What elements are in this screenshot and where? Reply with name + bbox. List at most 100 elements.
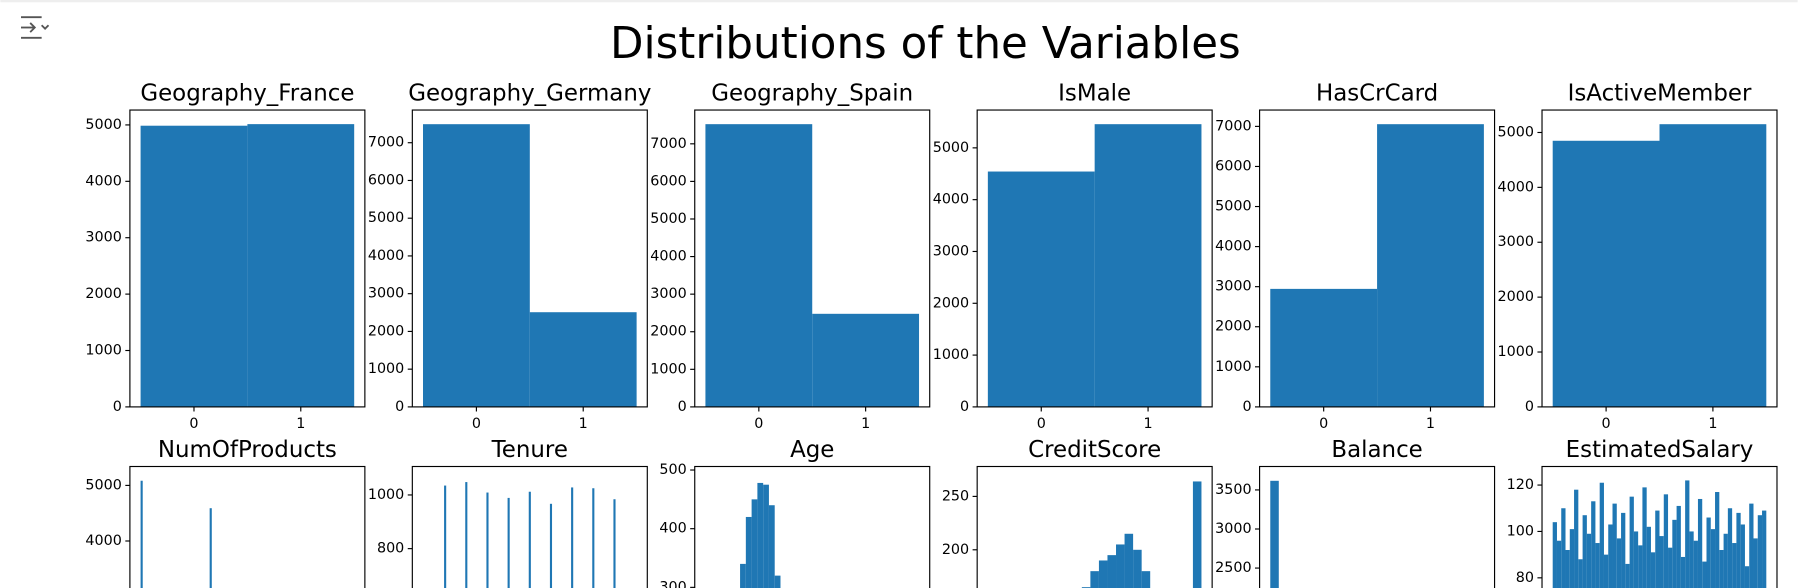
y-tick-label: 1000 <box>650 361 686 377</box>
y-tick-label: 2000 <box>650 324 686 340</box>
bar <box>1676 505 1681 588</box>
x-tick-label: 0 <box>472 416 481 432</box>
bar <box>740 563 746 588</box>
subplot-title: Geography_France <box>140 80 354 106</box>
bar <box>1595 543 1600 588</box>
bar <box>1633 531 1639 588</box>
bar <box>1659 536 1664 588</box>
bar <box>1736 512 1741 588</box>
bar <box>1552 140 1660 407</box>
bar <box>1715 492 1720 588</box>
subplot-title: HasCrCard <box>1316 80 1438 106</box>
toolbar-icon[interactable] <box>21 16 50 39</box>
bar <box>1377 124 1484 407</box>
y-tick-label: 3000 <box>650 286 686 302</box>
top-strip <box>0 0 1798 3</box>
y-tick-label: 4000 <box>85 533 121 549</box>
axes-frame <box>976 465 1213 588</box>
subplot-title: NumOfProducts <box>158 437 337 463</box>
axes-frame <box>411 465 648 588</box>
bar <box>1680 556 1686 588</box>
y-tick-label: 3000 <box>1215 279 1251 295</box>
subplot-title: Geography_Germany <box>408 80 651 106</box>
bar <box>1586 533 1592 588</box>
y-tick-label: 1000 <box>1215 359 1251 375</box>
bar <box>1141 571 1151 588</box>
bar <box>768 505 775 588</box>
axes-frame <box>694 109 931 408</box>
y-tick-label: 4000 <box>368 248 404 264</box>
bar <box>528 491 531 588</box>
bar <box>1098 560 1108 588</box>
x-tick-label: 0 <box>1319 416 1328 432</box>
bar <box>812 313 920 407</box>
bar <box>1642 487 1647 588</box>
y-tick-label: 1000 <box>85 343 121 359</box>
bar <box>423 124 530 407</box>
bar <box>1706 517 1711 588</box>
subplot-title: Balance <box>1331 437 1422 463</box>
bar <box>1650 552 1656 588</box>
bar <box>1753 538 1758 588</box>
y-tick-label: 3000 <box>1215 521 1251 537</box>
axes-frame <box>1541 465 1778 588</box>
subplot-title: IsMale <box>1058 80 1131 106</box>
y-tick-label: 5000 <box>85 117 121 133</box>
y-tick-label: 2500 <box>1215 560 1251 576</box>
bar <box>247 124 355 407</box>
axes-frame <box>1259 109 1496 408</box>
y-tick-label: 300 <box>659 579 686 588</box>
bar <box>1710 529 1716 588</box>
y-tick-label: 0 <box>395 399 404 415</box>
x-tick-label: 0 <box>189 416 198 432</box>
bar <box>1616 538 1622 588</box>
x-tick-label: 1 <box>296 416 305 432</box>
bar <box>1672 519 1677 588</box>
bar <box>1727 508 1733 588</box>
y-tick-label: 4000 <box>933 192 969 208</box>
bar <box>529 312 637 407</box>
y-tick-label: 0 <box>960 399 969 415</box>
y-tick-label: 2000 <box>368 323 404 339</box>
bar <box>774 575 781 588</box>
bar <box>1629 496 1634 588</box>
bar <box>1638 545 1643 588</box>
y-tick-label: 120 <box>1507 477 1534 493</box>
y-tick-label: 6000 <box>1215 158 1251 174</box>
bar <box>1270 480 1279 588</box>
bar <box>1659 124 1767 407</box>
y-tick-label: 400 <box>659 521 686 537</box>
y-tick-label: 4000 <box>650 249 686 265</box>
bar <box>1578 559 1583 588</box>
bar <box>705 124 813 407</box>
y-tick-label: 3000 <box>85 230 121 246</box>
bar <box>1663 494 1669 588</box>
bar <box>1133 549 1142 588</box>
bar <box>1574 489 1579 588</box>
bar <box>571 487 574 588</box>
y-tick-label: 500 <box>659 462 686 478</box>
bar <box>751 499 758 588</box>
y-tick-label: 2000 <box>1215 319 1251 335</box>
y-tick-label: 4000 <box>1215 239 1251 255</box>
y-tick-label: 80 <box>1516 570 1534 586</box>
bar <box>1192 481 1202 588</box>
bar <box>1668 547 1673 588</box>
subplot-title: IsActiveMember <box>1568 80 1752 106</box>
bar <box>1719 549 1724 588</box>
y-tick-label: 5000 <box>368 210 404 226</box>
x-tick-label: 0 <box>754 416 763 432</box>
x-tick-label: 0 <box>1037 416 1046 432</box>
bar <box>1685 480 1690 588</box>
subplot-title: EstimatedSalary <box>1566 437 1754 463</box>
y-tick-label: 2000 <box>933 295 969 311</box>
bar <box>987 171 1095 407</box>
subplot-title: Age <box>790 437 834 463</box>
bar <box>1270 288 1378 407</box>
y-tick-label: 200 <box>942 542 969 558</box>
bar <box>140 480 143 588</box>
axes-frame <box>976 109 1213 408</box>
x-tick-label: 1 <box>1708 416 1717 432</box>
